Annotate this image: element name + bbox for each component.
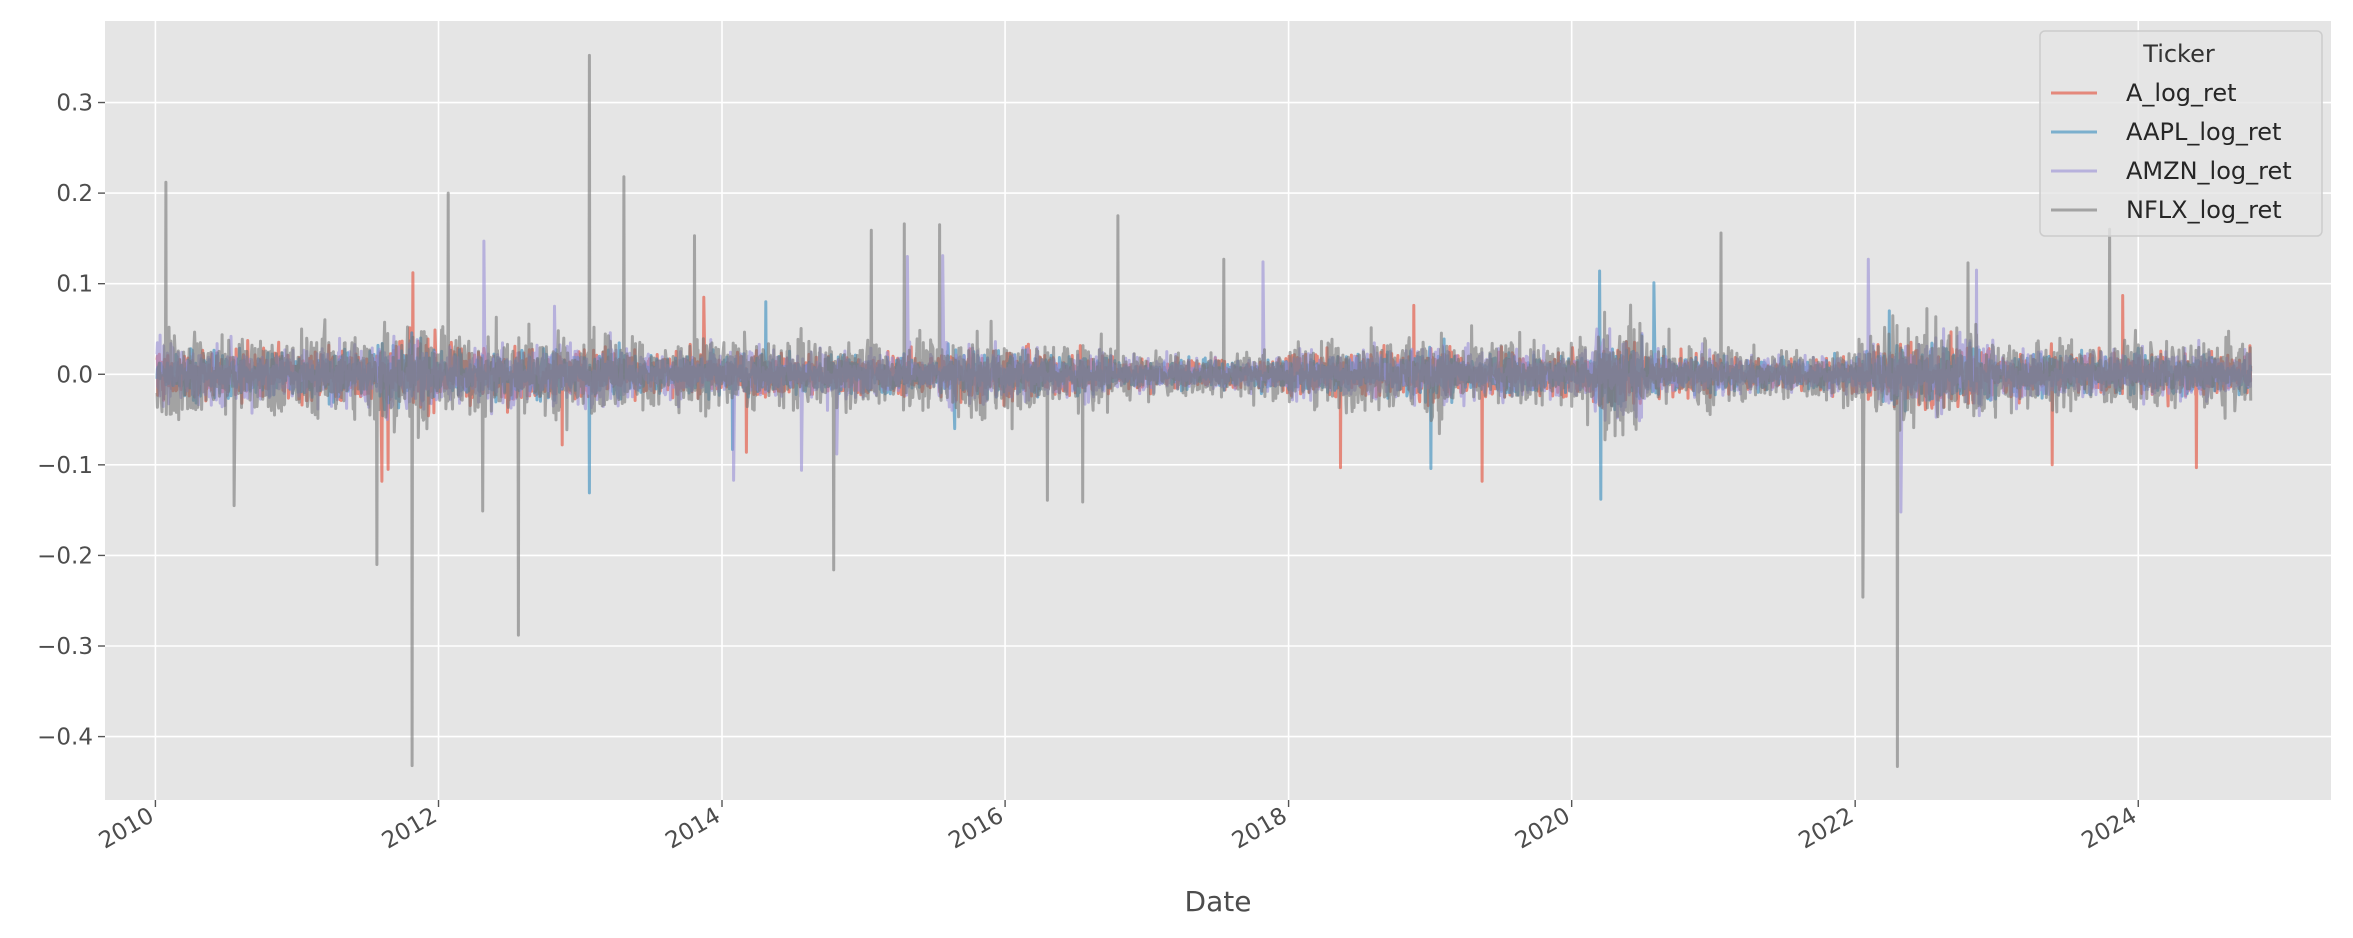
legend-label: AMZN_log_ret <box>2126 157 2292 185</box>
x-tick-label: 2016 <box>944 803 1008 855</box>
x-tick-label: 2024 <box>2078 803 2142 855</box>
legend: Ticker A_log_ret AAPL_log_ret AMZN_log_ret N… <box>2039 30 2323 237</box>
legend-title: Ticker <box>2142 40 2215 68</box>
x-tick-label: 2010 <box>95 803 159 855</box>
x-axis-title: Date <box>1185 885 1252 918</box>
y-tick-label: 0.2 <box>56 181 93 207</box>
y-tick-label: −0.2 <box>37 543 93 569</box>
y-tick-label: 0.0 <box>56 362 93 388</box>
y-axis: 0.3 0.2 0.1 0.0 −0.1 −0.2 −0.3 −0.4 <box>37 91 105 751</box>
y-tick-label: 0.3 <box>56 91 93 117</box>
grid-lines <box>105 21 2331 800</box>
legend-label: A_log_ret <box>2126 79 2237 107</box>
legend-label: AAPL_log_ret <box>2126 118 2281 146</box>
x-tick-label: 2022 <box>1794 803 1858 855</box>
legend-box <box>2039 30 2323 237</box>
series-lines <box>155 53 2253 768</box>
x-axis: 2010 2012 2014 2016 2018 2020 2022 2024 <box>95 800 2142 855</box>
series-line-nflx-log-ret <box>155 53 2253 768</box>
x-tick-label: 2014 <box>661 803 725 855</box>
y-tick-label: −0.1 <box>37 453 93 479</box>
legend-label: NFLX_log_ret <box>2126 196 2282 224</box>
x-tick-label: 2020 <box>1511 803 1575 855</box>
x-tick-label: 2018 <box>1228 803 1292 855</box>
y-tick-label: −0.3 <box>37 634 93 660</box>
y-tick-label: 0.1 <box>56 272 93 298</box>
y-tick-label: −0.4 <box>37 725 93 751</box>
x-tick-label: 2012 <box>378 803 442 855</box>
